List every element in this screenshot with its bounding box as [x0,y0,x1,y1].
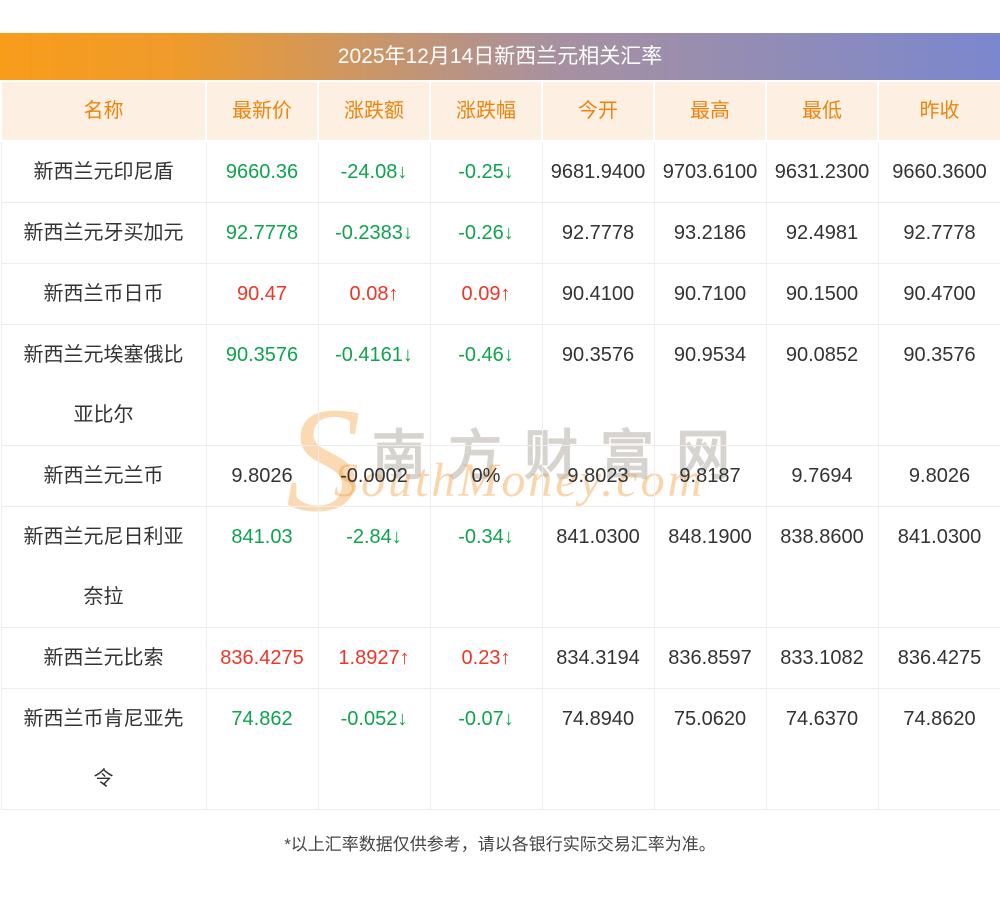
cell-latest: 9.8026 [205,445,319,507]
cell-name: 新西兰元埃塞俄比 亚比尔 [0,324,207,446]
cell-low: 9.7694 [765,445,879,507]
cell-latest: 90.47 [205,263,319,325]
cell-prev-close: 90.3576 [877,324,1000,446]
cell-name: 新西兰元比索 [0,627,207,689]
header-row: 名称 最新价 涨跌额 涨跌幅 今开 最高 最低 昨收 [0,80,1000,142]
cell-open: 90.3576 [541,324,655,446]
cell-name: 新西兰元兰币 [0,445,207,507]
cell-prev-close: 841.0300 [877,506,1000,628]
cell-change-pct: -0.26↓ [429,202,543,264]
col-header-prev-close: 昨收 [877,80,1000,142]
cell-open: 834.3194 [541,627,655,689]
cell-prev-close: 92.7778 [877,202,1000,264]
cell-high: 90.9534 [653,324,767,446]
cell-name: 新西兰元牙买加元 [0,202,207,264]
cell-prev-close: 836.4275 [877,627,1000,689]
col-header-name: 名称 [0,80,207,142]
col-header-low: 最低 [765,80,879,142]
rates-table: 名称 最新价 涨跌额 涨跌幅 今开 最高 最低 昨收 新西兰元印尼盾 9660.… [0,80,1000,810]
cell-change-pct: -0.34↓ [429,506,543,628]
cell-change: -0.4161↓ [317,324,431,446]
cell-latest: 92.7778 [205,202,319,264]
cell-prev-close: 9.8026 [877,445,1000,507]
cell-prev-close: 9660.3600 [877,140,1000,203]
cell-low: 92.4981 [765,202,879,264]
disclaimer: *以上汇率数据仅供参考，请以各银行实际交易汇率为准。 [284,835,716,854]
table-row: 新西兰币肯尼亚先 令 74.862 -0.052↓ -0.07↓ 74.8940… [0,688,1000,810]
cell-open: 90.4100 [541,263,655,325]
cell-name: 新西兰元印尼盾 [0,140,207,203]
cell-latest: 841.03 [205,506,319,628]
cell-open: 92.7778 [541,202,655,264]
cell-change-pct: -0.46↓ [429,324,543,446]
page-title-banner: 2025年12月14日新西兰元相关汇率 [0,33,1000,80]
col-header-change: 涨跌额 [317,80,431,142]
table-row: 新西兰元埃塞俄比 亚比尔 90.3576 -0.4161↓ -0.46↓ 90.… [0,324,1000,446]
cell-high: 9703.6100 [653,140,767,203]
table-row: 新西兰元尼日利亚 奈拉 841.03 -2.84↓ -0.34↓ 841.030… [0,506,1000,628]
table-row: 新西兰元印尼盾 9660.36 -24.08↓ -0.25↓ 9681.9400… [0,140,1000,203]
cell-name: 新西兰币日币 [0,263,207,325]
cell-latest: 90.3576 [205,324,319,446]
cell-latest: 836.4275 [205,627,319,689]
cell-open: 74.8940 [541,688,655,810]
cell-prev-close: 90.4700 [877,263,1000,325]
cell-low: 833.1082 [765,627,879,689]
cell-change-pct: 0% [429,445,543,507]
cell-change-pct: 0.09↑ [429,263,543,325]
cell-prev-close: 74.8620 [877,688,1000,810]
cell-high: 836.8597 [653,627,767,689]
cell-change: -0.0002 [317,445,431,507]
cell-high: 93.2186 [653,202,767,264]
cell-change-pct: -0.25↓ [429,140,543,203]
cell-open: 841.0300 [541,506,655,628]
cell-high: 90.7100 [653,263,767,325]
cell-change-pct: -0.07↓ [429,688,543,810]
table-row: 新西兰币日币 90.47 0.08↑ 0.09↑ 90.4100 90.7100… [0,263,1000,325]
cell-name: 新西兰元尼日利亚 奈拉 [0,506,207,628]
col-header-latest: 最新价 [205,80,319,142]
cell-change: 0.08↑ [317,263,431,325]
cell-open: 9.8023 [541,445,655,507]
cell-latest: 9660.36 [205,140,319,203]
col-header-change-pct: 涨跌幅 [429,80,543,142]
table-row: 新西兰元兰币 9.8026 -0.0002 0% 9.8023 9.8187 9… [0,445,1000,507]
table-row: 新西兰元比索 836.4275 1.8927↑ 0.23↑ 834.3194 8… [0,627,1000,689]
cell-high: 848.1900 [653,506,767,628]
cell-high: 9.8187 [653,445,767,507]
table-row: 新西兰元牙买加元 92.7778 -0.2383↓ -0.26↓ 92.7778… [0,202,1000,264]
col-header-open: 今开 [541,80,655,142]
exchange-rate-page: S 南方财富网 SouthMoney.com 2025年12月14日新西兰元相关… [0,33,1000,910]
cell-change-pct: 0.23↑ [429,627,543,689]
cell-low: 838.8600 [765,506,879,628]
cell-change: -24.08↓ [317,140,431,203]
cell-change: 1.8927↑ [317,627,431,689]
cell-change: -0.2383↓ [317,202,431,264]
cell-open: 9681.9400 [541,140,655,203]
cell-change: -2.84↓ [317,506,431,628]
cell-low: 90.1500 [765,263,879,325]
cell-change: -0.052↓ [317,688,431,810]
col-header-high: 最高 [653,80,767,142]
cell-latest: 74.862 [205,688,319,810]
cell-name: 新西兰币肯尼亚先 令 [0,688,207,810]
cell-low: 90.0852 [765,324,879,446]
cell-low: 74.6370 [765,688,879,810]
cell-low: 9631.2300 [765,140,879,203]
cell-high: 75.0620 [653,688,767,810]
